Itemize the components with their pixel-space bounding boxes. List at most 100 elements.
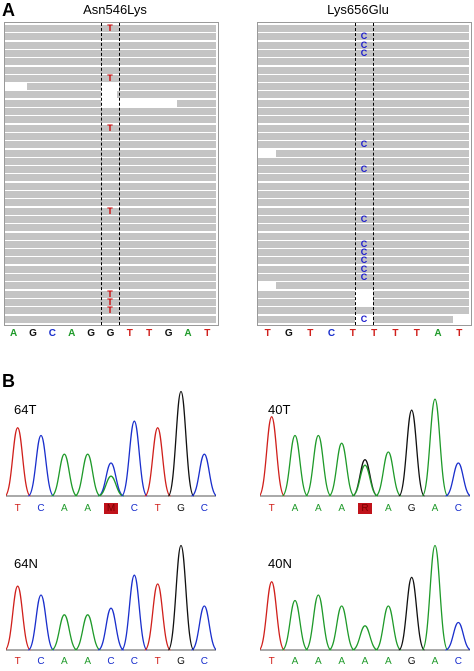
chromatogram-peak <box>351 625 379 651</box>
variant-column-guide <box>119 23 120 325</box>
sequencing-read <box>258 99 469 107</box>
mismatch-base: T <box>107 122 113 133</box>
sequencing-read <box>258 33 469 41</box>
sequencing-read <box>5 58 216 66</box>
reference-base: A <box>434 328 442 339</box>
reference-base: T <box>307 328 314 339</box>
chromatogram-peak <box>421 398 449 497</box>
mismatch-base: C <box>360 255 368 266</box>
mismatch-base: T <box>107 205 113 216</box>
chromatogram-40n <box>260 544 470 651</box>
chromatogram-peak <box>74 614 101 651</box>
mismatch-base: C <box>360 272 368 282</box>
mismatch-base: C <box>360 263 368 274</box>
left-variant-title: Asn546Lys <box>83 2 147 17</box>
sequencing-read <box>5 74 216 82</box>
reference-base: G <box>29 328 37 339</box>
chromatogram-peak <box>304 594 332 651</box>
sequencing-read <box>258 298 355 306</box>
reference-base: T <box>392 328 399 339</box>
sequencing-read <box>258 66 469 74</box>
base-call: A <box>431 656 439 667</box>
base-call: C <box>130 656 138 667</box>
chromatogram-peak <box>167 390 195 497</box>
mismatch-base: C <box>360 247 368 258</box>
base-call: A <box>314 503 322 514</box>
sequencing-read <box>258 224 469 232</box>
mismatch-base: T <box>107 288 113 299</box>
mismatch-base: C <box>360 238 368 249</box>
sequencing-read <box>258 240 469 248</box>
chromatogram-peak <box>281 434 309 497</box>
base-call: C <box>454 503 462 514</box>
reference-base: G <box>87 328 96 339</box>
base-call: C <box>37 656 45 667</box>
chromatogram-peak <box>328 442 356 497</box>
sequencing-read <box>258 141 469 149</box>
sequencing-read <box>5 182 216 190</box>
sequencing-read <box>5 307 216 315</box>
base-call: A <box>291 503 299 514</box>
base-call: A <box>384 656 392 667</box>
chromatogram-peak <box>260 416 286 497</box>
base-call: G <box>407 656 416 667</box>
base-call: A <box>314 656 322 667</box>
sequencing-read <box>258 182 469 190</box>
mismatch-base: C <box>360 47 368 58</box>
chromatogram-peak <box>51 614 78 651</box>
chromatogram-peak <box>351 464 379 497</box>
sequencing-read <box>258 124 469 132</box>
chromatogram-64n <box>6 544 216 651</box>
chromatogram-peak <box>281 599 309 651</box>
sequencing-read <box>258 257 469 265</box>
trace-label-64n: 64N <box>14 556 38 571</box>
sequencing-read <box>5 166 216 174</box>
sequencing-read <box>5 207 216 215</box>
reference-base: A <box>68 328 76 339</box>
base-call: T <box>268 503 275 514</box>
base-call: A <box>291 656 299 667</box>
chromatogram-peak <box>304 434 332 497</box>
reference-base: C <box>327 328 336 339</box>
trace-label-64t: 64T <box>14 402 37 417</box>
sequencing-read <box>5 282 216 290</box>
sequencing-read <box>258 91 469 99</box>
sequencing-read <box>258 83 469 91</box>
sequencing-read <box>5 240 216 248</box>
sequencing-read <box>258 315 355 323</box>
base-call: A <box>60 656 68 667</box>
sequencing-read <box>5 315 216 323</box>
sequencing-read <box>373 290 469 298</box>
chromatogram-peak <box>374 451 402 497</box>
reference-base: T <box>264 328 271 339</box>
chromatogram-peak <box>144 427 172 497</box>
chromatogram-64t <box>6 390 216 497</box>
chromatogram-peak <box>260 581 286 651</box>
sequencing-read <box>258 116 469 124</box>
base-call: T <box>154 503 161 514</box>
sequencing-read <box>5 224 216 232</box>
chromatogram-peak <box>167 544 195 651</box>
chromatogram-peak <box>120 420 148 497</box>
sequencing-read <box>258 49 469 57</box>
sequencing-read <box>5 25 216 32</box>
sequencing-read <box>5 290 216 298</box>
base-call: T <box>154 656 161 667</box>
chromatogram-peak <box>120 574 148 651</box>
sequencing-read <box>258 307 469 315</box>
base-call: C <box>130 503 138 514</box>
sequencing-read <box>258 174 469 182</box>
base-call: G <box>177 656 185 667</box>
chromatogram-peak <box>398 409 426 497</box>
sequencing-read <box>276 282 469 290</box>
mismatch-base: C <box>360 139 368 150</box>
base-call: A <box>361 656 369 667</box>
base-call: G <box>407 503 416 514</box>
sequencing-read <box>5 149 216 157</box>
sequencing-read <box>258 265 469 273</box>
sequencing-read <box>258 25 469 32</box>
reference-base: G <box>164 328 173 339</box>
chromatogram-peak <box>190 605 216 651</box>
